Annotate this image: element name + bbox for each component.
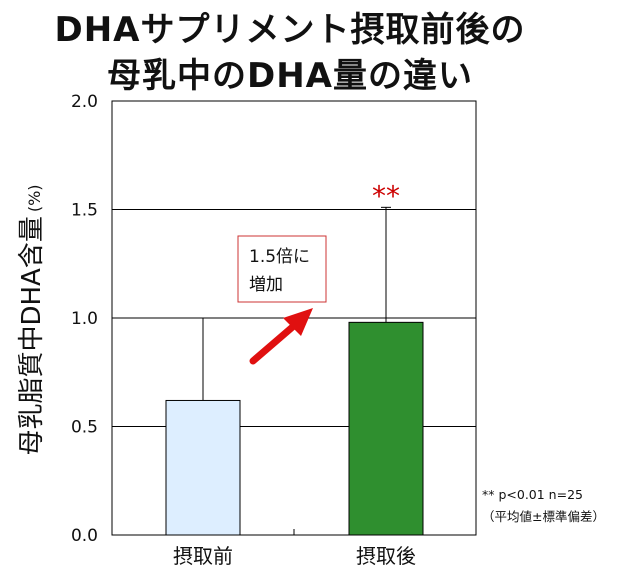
y-tick-label-4: 2.0 bbox=[71, 92, 98, 112]
bar-1 bbox=[165, 399, 241, 536]
y-tick-label-1: 0.5 bbox=[71, 418, 98, 438]
annotation-box bbox=[237, 235, 327, 303]
bar-2 bbox=[348, 321, 424, 536]
annotation-line1: 1.5倍に bbox=[249, 247, 310, 267]
x-tick-label-2: 摂取後 bbox=[356, 544, 416, 568]
footnote-stat-description: （平均値±標準偏差） bbox=[482, 509, 605, 524]
footnote-significance: ** p<0.01 n=25 bbox=[482, 487, 583, 502]
y-tick-label-3: 1.5 bbox=[71, 201, 98, 221]
y-axis-label: 母乳脂質中DHA含量 (%) bbox=[17, 184, 47, 455]
y-axis-unit: (%) bbox=[25, 184, 44, 212]
increase-arrow-head bbox=[283, 308, 313, 336]
chart-title-line1: DHAサプリメント摂取前後の bbox=[54, 10, 526, 50]
annotation-line2: 増加 bbox=[249, 275, 283, 295]
y-tick-label-2: 1.0 bbox=[71, 309, 98, 329]
significance-mark: ** bbox=[372, 179, 400, 212]
increase-arrow-shaft bbox=[249, 320, 300, 365]
chart-title-line2: 母乳中のDHA量の違い bbox=[107, 56, 473, 96]
y-axis-label-text: 母乳脂質中DHA含量 bbox=[17, 216, 47, 455]
y-tick-label-0: 0.0 bbox=[71, 526, 98, 546]
x-tick-label-1: 摂取前 bbox=[173, 544, 233, 568]
